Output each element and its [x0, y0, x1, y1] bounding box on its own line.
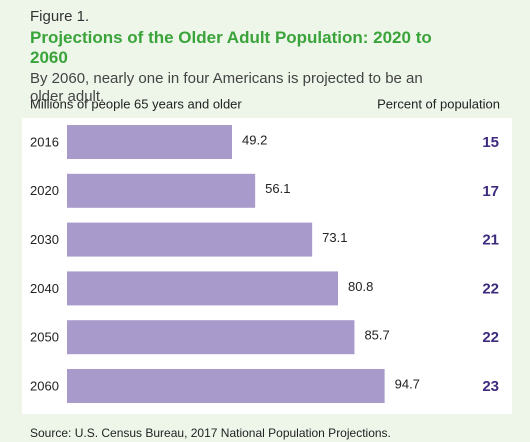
chart-title: Projections of the Older Adult Populatio… — [30, 28, 432, 67]
bar — [67, 173, 256, 208]
value-label: 73.1 — [322, 230, 347, 245]
percent-label: 22 — [482, 329, 499, 346]
category-label: 2016 — [30, 134, 59, 149]
category-label: 2030 — [30, 232, 59, 247]
percent-label: 23 — [482, 378, 499, 395]
percent-label: 22 — [482, 280, 499, 297]
bar — [67, 369, 385, 403]
figure-label: Figure 1. — [30, 8, 90, 25]
value-label: 80.8 — [348, 279, 373, 294]
bar — [67, 320, 355, 355]
series-header: Millions of people 65 years and older — [30, 96, 242, 111]
value-label: 94.7 — [395, 376, 420, 391]
source: Source: U.S. Census Bureau, 2017 Nationa… — [30, 426, 391, 440]
percent-header: Percent of population — [377, 96, 500, 111]
category-label: 2060 — [30, 378, 59, 393]
panel — [22, 118, 512, 414]
value-label: 49.2 — [242, 132, 267, 147]
percent-label: 21 — [482, 232, 499, 249]
bar — [67, 125, 233, 159]
percent-label: 15 — [482, 134, 499, 151]
category-label: 2050 — [30, 330, 59, 345]
subtitle: By 2060, nearly one in four Americans is… — [30, 70, 423, 105]
percent-label: 17 — [482, 183, 499, 200]
category-label: 2020 — [30, 183, 59, 198]
category-label: 2040 — [30, 281, 59, 296]
bar — [67, 222, 313, 257]
bar — [67, 271, 339, 306]
header: Figure 1. Projections of the Older Adult… — [30, 8, 450, 106]
value-label: 56.1 — [265, 181, 290, 196]
value-label: 85.7 — [364, 328, 389, 343]
